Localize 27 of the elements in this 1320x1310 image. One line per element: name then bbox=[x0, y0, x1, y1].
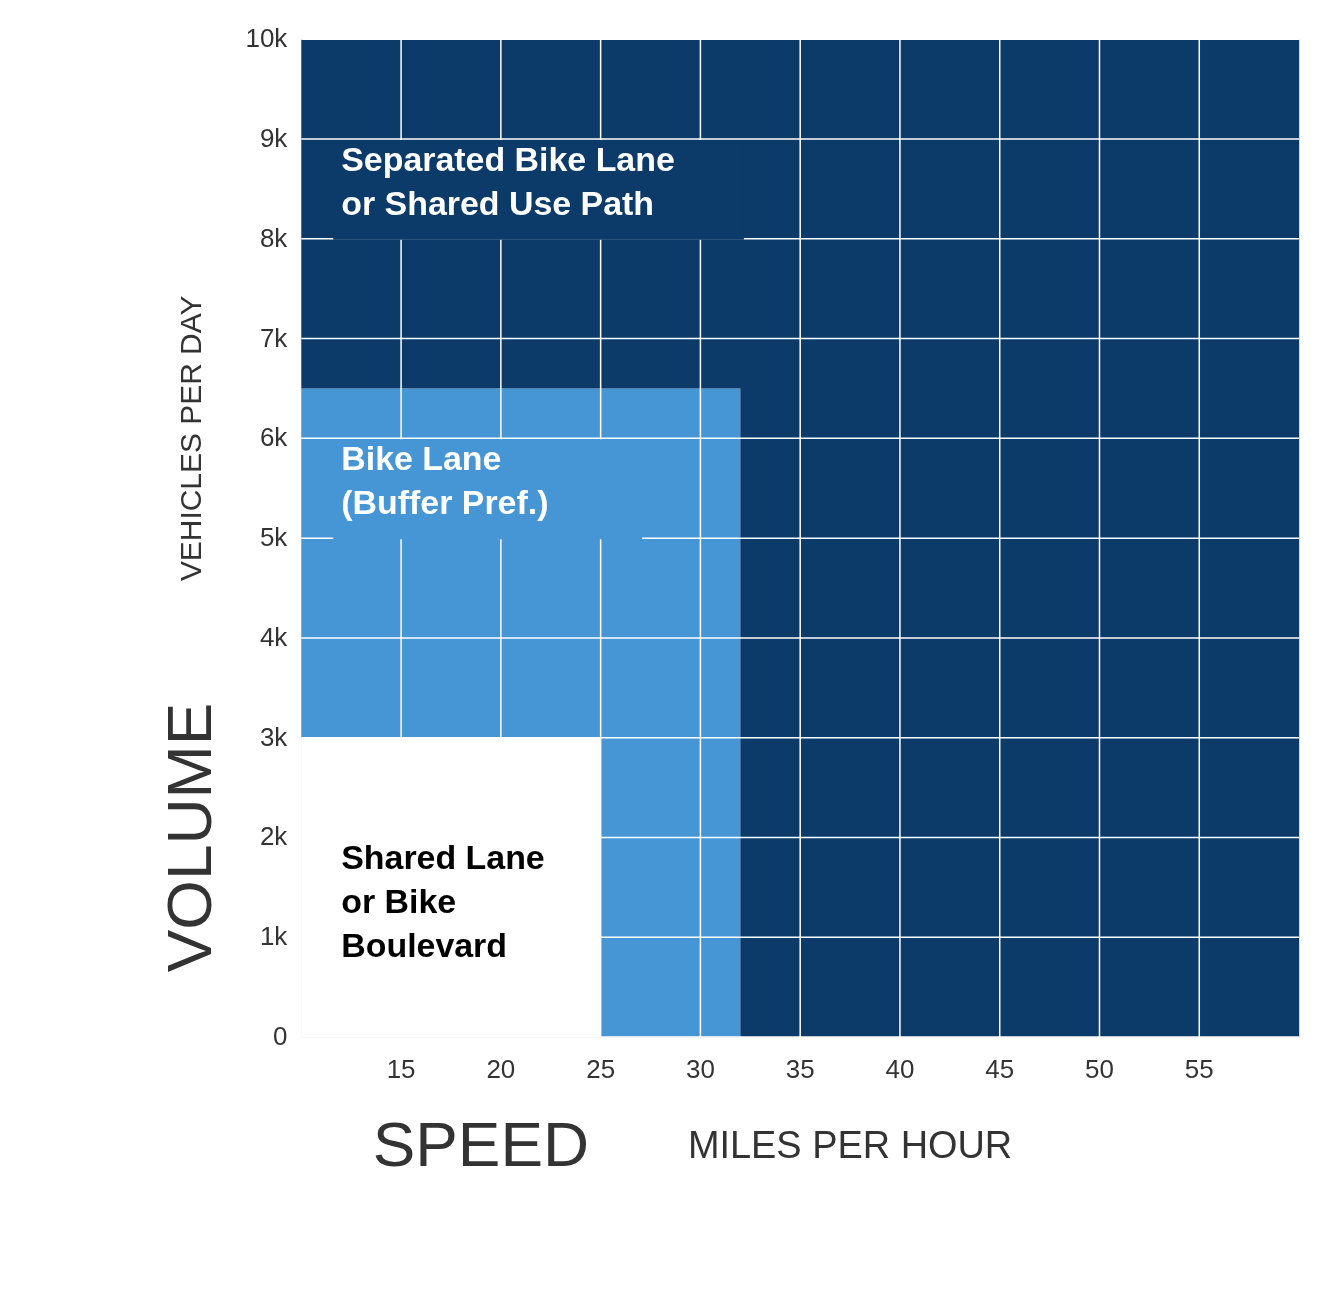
y-tick-label: 1k bbox=[259, 922, 288, 951]
series-label: Bike Lane (Buffer Pref.) bbox=[341, 439, 549, 522]
text: VEHICLES PER DAY bbox=[173, 295, 207, 582]
x-tick-label: 30 bbox=[685, 1054, 715, 1083]
y-tick-label: 5k bbox=[259, 523, 288, 552]
x-tick-label: 25 bbox=[586, 1054, 616, 1083]
y-tick-label: 2k bbox=[259, 822, 288, 851]
x-axis-title: SPEED bbox=[372, 1107, 590, 1180]
y-tick-label: 8k bbox=[259, 223, 288, 252]
x-tick-label: 45 bbox=[985, 1054, 1015, 1083]
series-label: Separated Bike Lane or Shared Use Path bbox=[341, 139, 675, 222]
series-label: Shared Lane or Bike Boulevard bbox=[341, 838, 545, 965]
y-tick-label: 3k bbox=[259, 722, 288, 751]
x-tick-label: 35 bbox=[785, 1054, 815, 1083]
x-tick-label: 15 bbox=[386, 1054, 416, 1083]
x-tick-label: 50 bbox=[1085, 1054, 1114, 1083]
y-tick-label: 6k bbox=[259, 423, 288, 452]
y-tick-label: 10k bbox=[245, 24, 288, 53]
y-tick-label: 7k bbox=[259, 323, 288, 352]
x-tick-label: 55 bbox=[1184, 1054, 1214, 1083]
x-tick-label: 40 bbox=[885, 1054, 915, 1083]
x-tick-label: 20 bbox=[486, 1054, 516, 1083]
y-tick-label: 4k bbox=[259, 622, 288, 651]
y-tick-label: 0 bbox=[272, 1021, 288, 1050]
y-tick-label: 9k bbox=[259, 124, 288, 153]
y-axis-title: VOLUME bbox=[152, 702, 225, 973]
text: MILES PER HOUR bbox=[687, 1123, 1013, 1166]
